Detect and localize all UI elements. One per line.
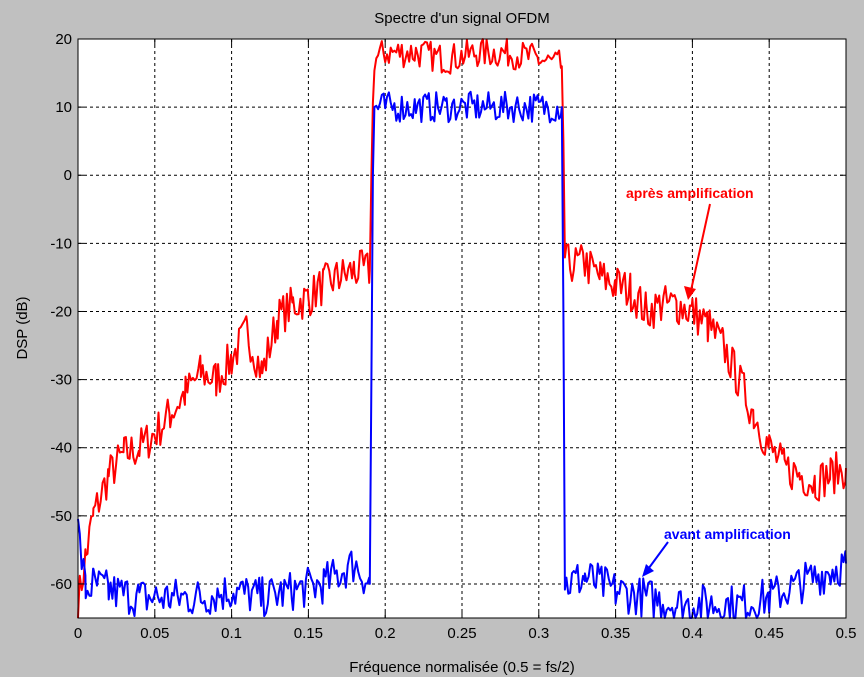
annotation-arrowhead-blue	[642, 564, 654, 577]
series-line-apres	[77, 38, 847, 619]
annotation-apres-amplification: après amplification	[626, 185, 754, 201]
y-tick-label: -40	[50, 440, 72, 457]
y-tick-label: -10	[50, 235, 72, 252]
annotation-arrow-red	[689, 203, 711, 296]
x-tick-label: 0.05	[140, 625, 169, 642]
x-tick-label: 0.4	[682, 625, 703, 642]
x-tick-label: 0	[74, 625, 82, 642]
annotation-arrowhead-red	[684, 286, 696, 300]
x-tick-label: 0.3	[528, 625, 549, 642]
x-tick-label: 0.5	[836, 625, 857, 642]
x-tick-label: 0.45	[755, 625, 784, 642]
y-tick-label: 0	[64, 167, 72, 184]
y-tick-label: -50	[50, 508, 72, 525]
x-tick-label: 0.1	[221, 625, 242, 642]
x-tick-label: 0.2	[375, 625, 396, 642]
y-tick-label: 10	[55, 99, 72, 116]
annotations: après amplification avant amplification	[626, 185, 791, 577]
x-tick-label: 0.15	[294, 625, 323, 642]
series-line-avant	[77, 90, 847, 619]
y-tick-label: -30	[50, 372, 72, 389]
grid	[78, 39, 846, 618]
x-axis-label: Fréquence normalisée (0.5 = fs/2)	[349, 659, 575, 676]
series-layer	[77, 38, 847, 619]
y-tick-label: -20	[50, 303, 72, 320]
annotation-avant-amplification: avant amplification	[664, 526, 791, 542]
chart-title: Spectre d'un signal OFDM	[374, 10, 549, 27]
x-tick-label: 0.35	[601, 625, 630, 642]
x-axis: 0 0.05 0.1 0.15 0.2 0.25 0.3 0.35 0.4 0.45 0.5	[74, 39, 857, 642]
annotation-arrow-blue	[645, 541, 669, 573]
y-tick-label: -60	[50, 576, 72, 593]
y-axis-label: DSP (dB)	[14, 296, 31, 359]
x-tick-label: 0.25	[447, 625, 476, 642]
y-axis: 20 10 0 -10 -20 -30 -40 -50 -60	[50, 31, 846, 593]
y-tick-label: 20	[55, 31, 72, 48]
